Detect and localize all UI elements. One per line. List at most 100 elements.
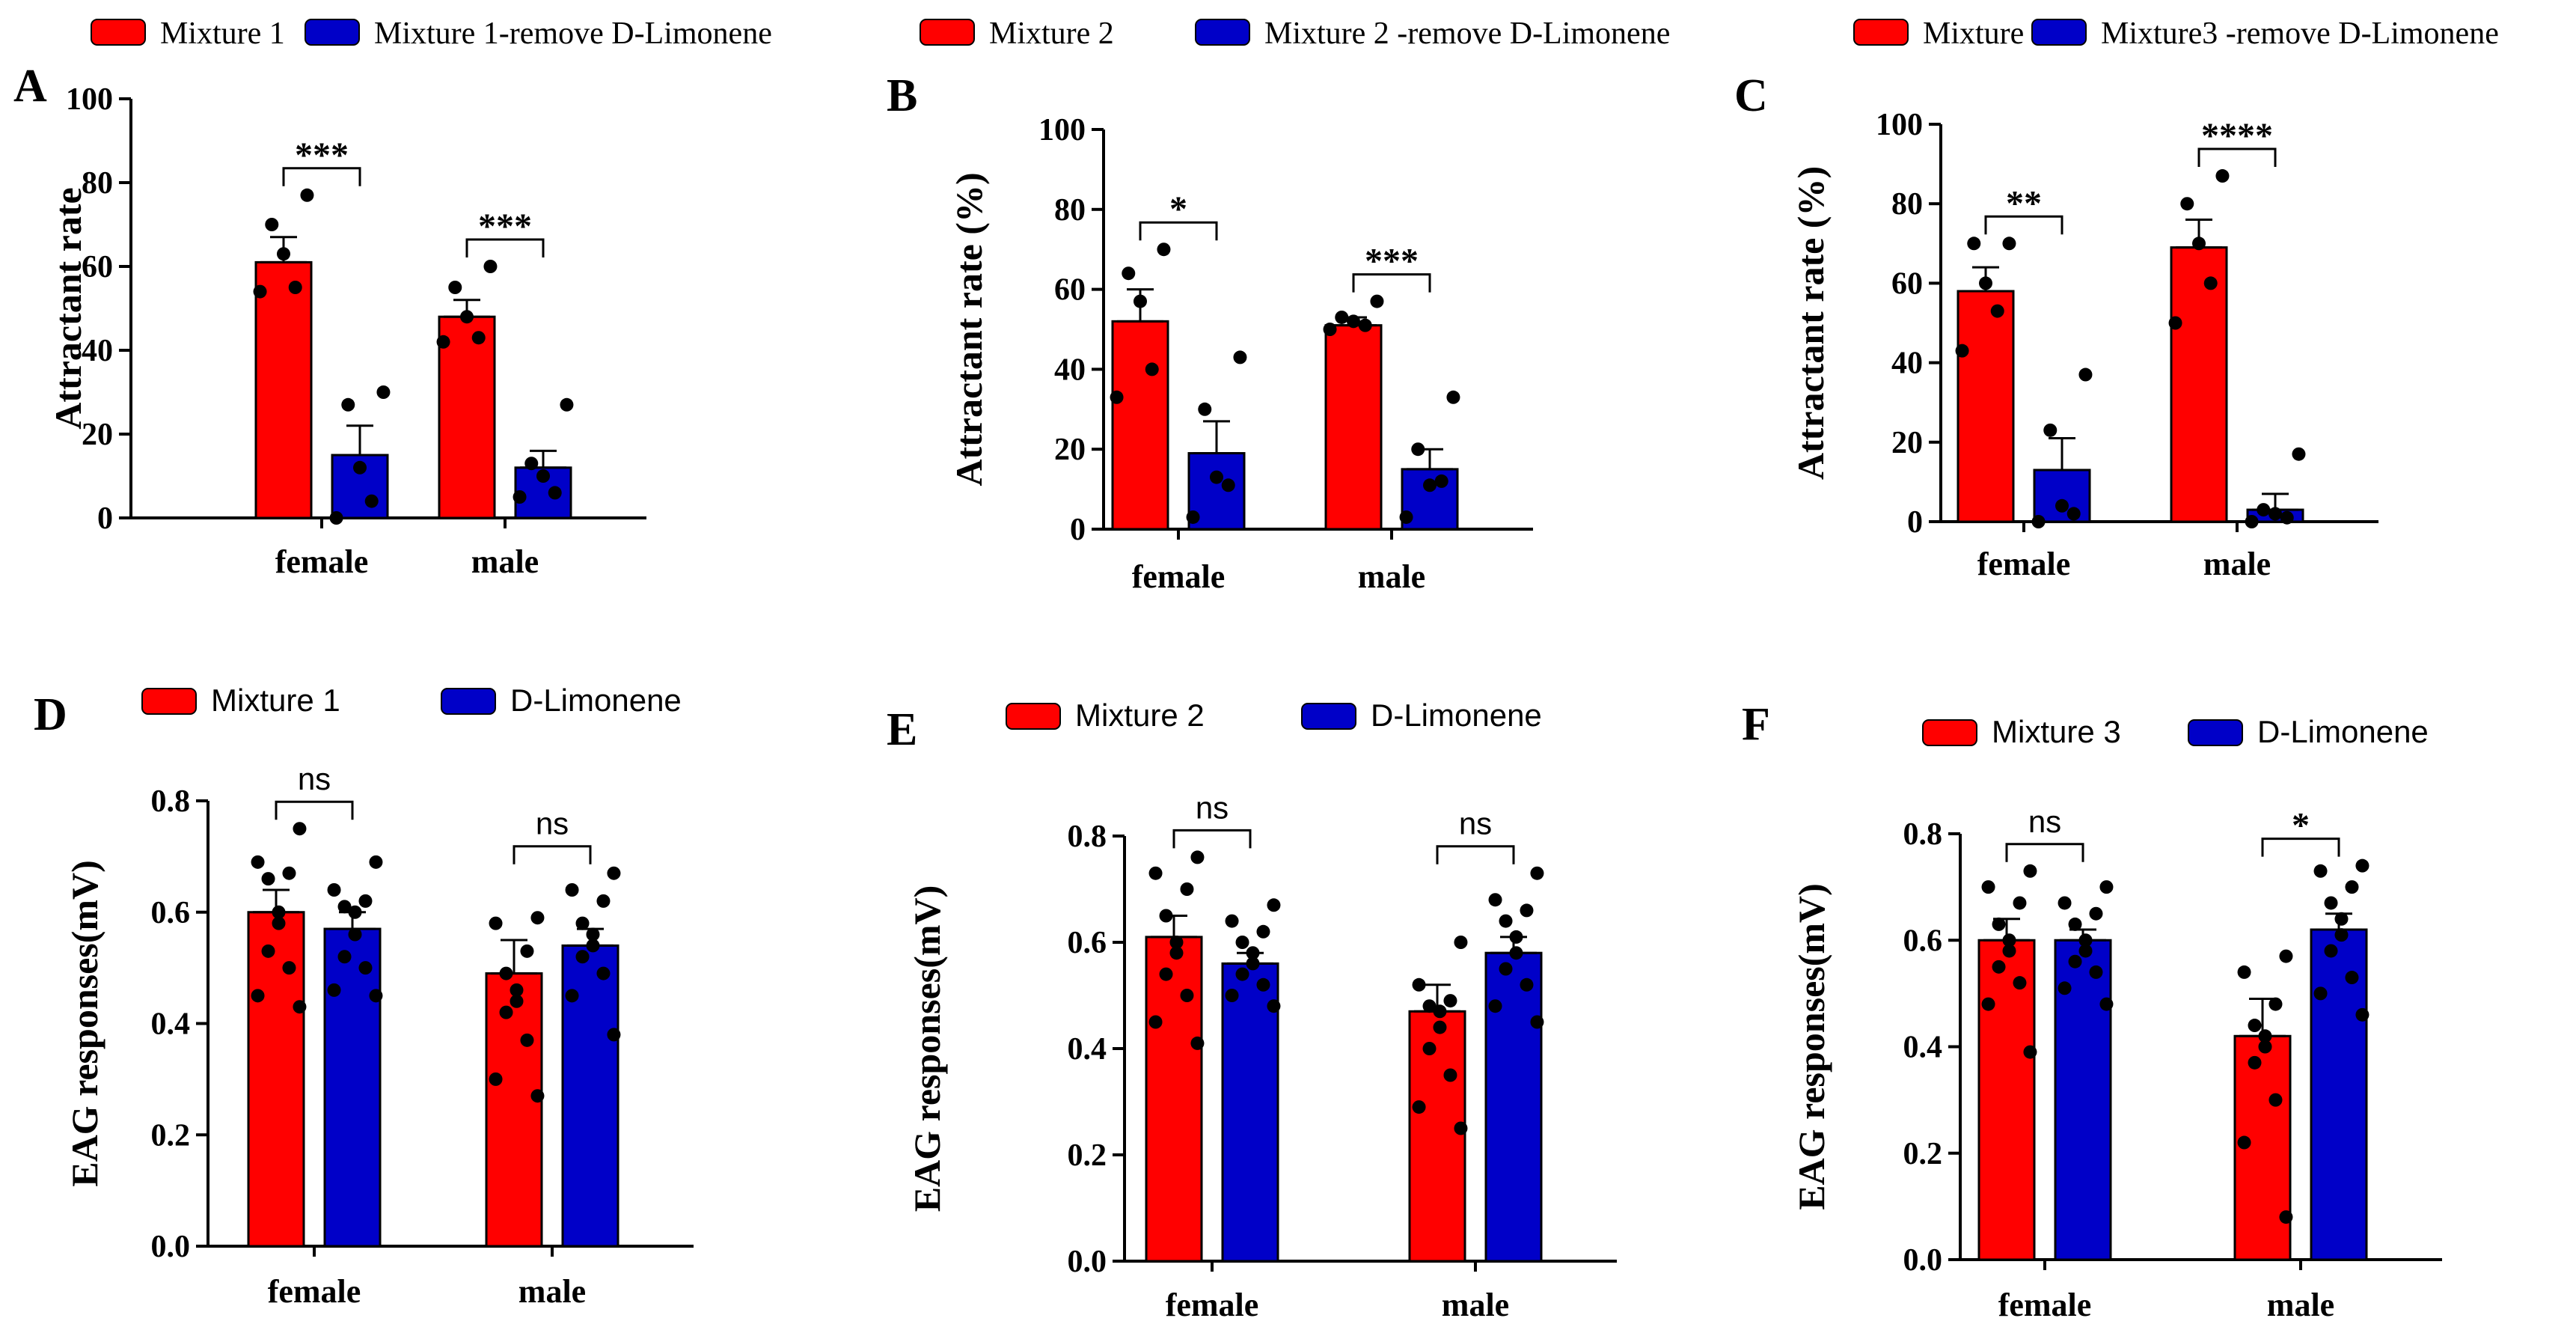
bar <box>247 911 305 1248</box>
y-tick-label: 0.4 <box>1903 1031 1943 1065</box>
chart-panel-d: D EAG responses(mV) 0.0 0.2 0.4 0.6 0.8 female n… <box>34 683 694 1310</box>
legend-swatch <box>141 688 197 715</box>
bar <box>1957 290 2015 523</box>
legend-swatch <box>1195 19 1250 46</box>
y-axis-label: Attractant rate (%) <box>1790 166 1832 480</box>
data-point <box>2268 1093 2283 1107</box>
data-point <box>1190 1036 1205 1050</box>
data-point <box>520 1033 534 1047</box>
chart-panel-a: A Attractant rate 0 20 40 60 80 100 female *** mal… <box>13 61 646 580</box>
data-point <box>2237 1135 2251 1150</box>
data-point <box>358 961 373 975</box>
data-point <box>293 822 307 836</box>
significance-label: *** <box>478 207 532 246</box>
data-point <box>2099 880 2114 894</box>
data-point <box>2192 237 2206 251</box>
data-point <box>1412 977 1426 992</box>
data-point <box>1210 470 1223 484</box>
data-point <box>2058 896 2072 910</box>
bar <box>1221 962 1279 1263</box>
y-tick-label: 60 <box>1891 266 1923 301</box>
data-point <box>586 939 600 953</box>
data-point <box>337 950 352 964</box>
data-point <box>2002 933 2016 948</box>
data-point <box>1955 344 1969 358</box>
panel-letter: B <box>887 70 917 121</box>
legend-swatch <box>2031 19 2087 46</box>
x-tick-label: female <box>1132 558 1226 595</box>
chart-panel-e: E EAG responses(mV) 0.0 0.2 0.4 0.6 0.8 female n… <box>887 698 1617 1323</box>
data-point <box>1198 402 1212 416</box>
legend-label: Mixture 1-remove D-Limonene <box>374 16 772 51</box>
data-point <box>1446 390 1460 404</box>
data-point <box>348 905 362 919</box>
data-point <box>1422 999 1437 1013</box>
data-point <box>1990 304 2004 318</box>
data-point <box>489 916 503 930</box>
data-point <box>2203 276 2218 290</box>
significance-label: *** <box>1365 242 1419 281</box>
legend-swatch <box>2188 719 2243 746</box>
x-tick-label: female <box>1166 1287 1259 1323</box>
data-point <box>2279 1210 2293 1224</box>
significance-bracket <box>2261 838 2340 857</box>
data-point <box>1180 989 1194 1002</box>
data-point <box>2180 197 2194 211</box>
bar <box>2310 928 2368 1261</box>
y-tick-label: 0.8 <box>151 784 191 819</box>
y-tick-label: 0.0 <box>1903 1243 1943 1278</box>
data-point <box>1267 999 1281 1013</box>
data-point <box>251 989 265 1003</box>
data-point <box>2043 423 2058 437</box>
y-tick-label: 60 <box>82 250 113 284</box>
data-point <box>1454 936 1468 949</box>
data-point <box>1422 1042 1437 1055</box>
bar <box>1187 452 1246 531</box>
bar <box>323 927 382 1248</box>
data-point <box>282 866 296 880</box>
data-point <box>348 927 362 942</box>
legend-label: Mixture3 -remove D-Limonene <box>2101 16 2499 51</box>
data-point <box>2215 169 2230 183</box>
panel-legend: Mixture 1 D-Limonene <box>141 683 682 718</box>
data-point <box>1520 903 1534 918</box>
x-tick-label: male <box>1358 558 1425 595</box>
legend-label: Mixture 1 <box>160 16 285 51</box>
significance-label: ns <box>536 806 569 841</box>
data-point <box>2313 986 2328 1001</box>
data-point <box>1423 478 1437 492</box>
y-tick-label: 60 <box>1054 273 1086 308</box>
panel-legend: Mixture 2 D-Limonene <box>1006 698 1542 733</box>
legend-label: Mixture 2 <box>1075 698 1205 733</box>
data-point <box>261 872 275 886</box>
data-point <box>2345 880 2359 894</box>
y-tick-label: 80 <box>1891 187 1923 222</box>
data-point <box>1145 362 1159 376</box>
data-point <box>530 911 545 925</box>
data-point <box>1488 893 1502 907</box>
y-axis-label: Attractant rate <box>47 187 89 429</box>
data-point <box>2078 367 2093 382</box>
bar <box>1408 1010 1466 1263</box>
significance-label: ns <box>1459 806 1492 841</box>
data-point <box>2058 981 2072 995</box>
data-point <box>2002 237 2016 251</box>
data-point <box>510 983 524 997</box>
data-point <box>2292 447 2306 461</box>
significance-bracket <box>1984 215 2063 235</box>
data-point <box>272 905 286 919</box>
data-point <box>524 457 539 471</box>
data-point <box>282 961 296 975</box>
data-point <box>1133 294 1147 308</box>
data-point <box>2089 965 2103 979</box>
panel-letter: C <box>1734 70 1768 121</box>
data-point <box>499 1005 513 1019</box>
x-tick-label: male <box>2203 546 2271 582</box>
chart-panel-c: C Attractant rate (%) 0 20 40 60 80 100 female **… <box>1734 70 2378 582</box>
y-tick-label: 0 <box>1907 505 1923 540</box>
bar <box>2033 469 2091 523</box>
y-tick-label: 0 <box>1070 513 1086 547</box>
data-point <box>2013 896 2027 910</box>
data-point <box>1443 1068 1457 1082</box>
data-point <box>536 469 550 483</box>
